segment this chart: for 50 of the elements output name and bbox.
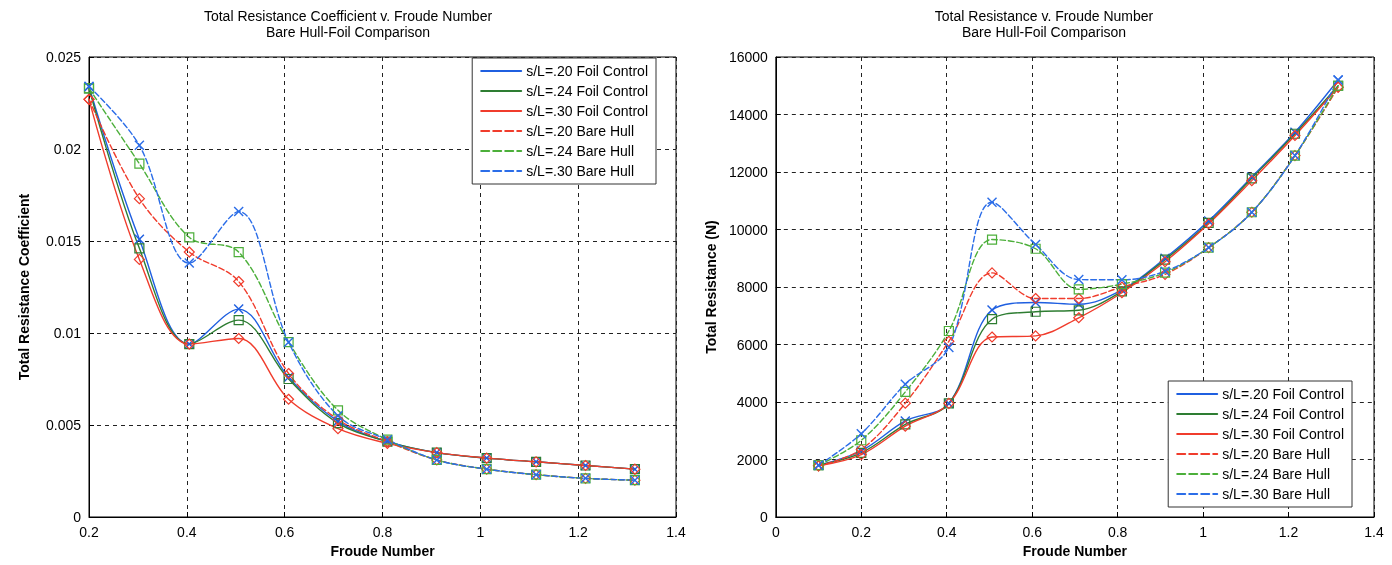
y-tick-label: 0 — [73, 509, 82, 525]
x-tick-label: 1.2 — [568, 524, 589, 540]
chart-title: Total Resistance v. Froude Number — [934, 8, 1154, 24]
y-axis-title: Total Resistance Coefficient — [16, 193, 32, 381]
x-tick-label: 1.4 — [1364, 524, 1384, 540]
x-tick-label: 1 — [1199, 524, 1208, 540]
y-tick-label: 0 — [760, 509, 769, 525]
x-axis-title: Froude Number — [330, 542, 436, 559]
x-tick-label: 1.2 — [1278, 524, 1299, 540]
chart-subtitle: Bare Hull-Foil Comparison — [961, 24, 1127, 40]
y-tick-label: 10000 — [728, 221, 769, 238]
y-tick-label: 2000 — [736, 451, 769, 468]
legend-label: s/L=.30 Foil Control — [1222, 426, 1345, 442]
x-tick-label: 0 — [771, 524, 780, 540]
x-tick-label: 0.8 — [372, 524, 393, 540]
legend-label: s/L=.30 Bare Hull — [526, 163, 635, 179]
x-tick-label: 0.6 — [1022, 524, 1043, 540]
y-tick-label: 14000 — [728, 106, 769, 123]
y-axis-title: Total Resistance (N) — [703, 220, 719, 354]
legend-label: s/L=.20 Foil Control — [526, 63, 649, 79]
chart-subtitle: Bare Hull-Foil Comparison — [265, 24, 431, 40]
y-tick-label: 0.025 — [45, 49, 82, 65]
chart-title: Total Resistance Coefficient v. Froude Number — [203, 8, 493, 24]
legend-label: s/L=.30 Bare Hull — [1222, 486, 1331, 502]
x-tick-label: 1.4 — [666, 524, 686, 540]
x-tick-label: 0.8 — [1107, 524, 1128, 540]
legend-label: s/L=.24 Foil Control — [526, 83, 649, 99]
legend-label: s/L=.20 Foil Control — [1222, 386, 1345, 402]
y-tick-label: 4000 — [736, 394, 769, 410]
legend-label: s/L=.24 Foil Control — [1222, 406, 1345, 422]
x-tick-label: 0.2 — [851, 524, 872, 540]
legend-label: s/L=.20 Bare Hull — [526, 123, 635, 139]
legend-label: s/L=.30 Foil Control — [526, 103, 649, 119]
x-tick-label: 0.2 — [79, 524, 99, 540]
legend-label: s/L=.24 Bare Hull — [1222, 466, 1331, 482]
y-tick-label: 0.01 — [53, 325, 82, 341]
y-tick-label: 0.02 — [53, 141, 82, 157]
y-tick-label: 0.015 — [45, 233, 82, 249]
x-tick-label: 0.6 — [274, 524, 295, 540]
x-tick-label: 1 — [476, 524, 485, 540]
x-tick-label: 0.4 — [937, 524, 957, 540]
legend-label: s/L=.20 Bare Hull — [1222, 446, 1331, 462]
y-tick-label: 0.005 — [45, 417, 82, 433]
y-tick-label: 8000 — [736, 279, 769, 295]
x-tick-label: 0.4 — [177, 524, 197, 540]
x-axis-title: Froude Number — [1022, 542, 1128, 559]
y-tick-label: 16000 — [728, 49, 769, 65]
legend-label: s/L=.24 Bare Hull — [526, 143, 635, 159]
y-tick-label: 12000 — [728, 164, 769, 180]
y-tick-label: 6000 — [736, 336, 769, 353]
